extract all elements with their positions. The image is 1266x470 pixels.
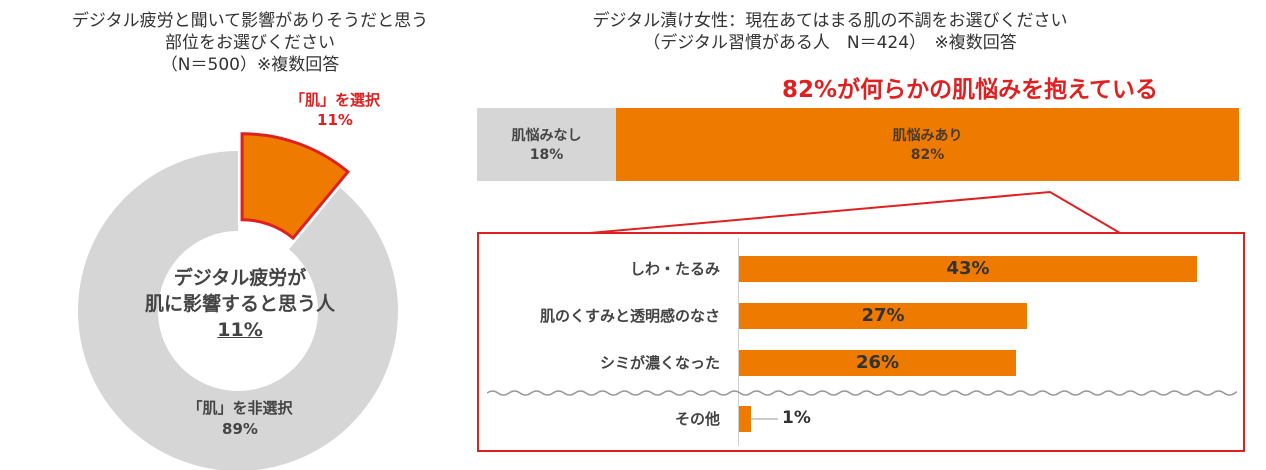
center-line2: 肌に影響すると思う人 bbox=[144, 293, 335, 315]
stack-none-text: 肌悩みなし bbox=[511, 128, 582, 144]
bar-value-dullness: 27% bbox=[861, 305, 905, 326]
nonselected-label: 「肌」を非選択 89% bbox=[120, 398, 360, 440]
bar-value-wrinkles: 43% bbox=[946, 258, 990, 279]
bar-value-spots: 26% bbox=[855, 352, 900, 373]
stack-yes-text: 肌悩みあり bbox=[892, 128, 963, 144]
left-title-line3: （N＝500）※複数回答 bbox=[160, 55, 340, 75]
bar-spots: 26% bbox=[739, 350, 1016, 376]
bar-other bbox=[739, 406, 751, 432]
row-label-other: その他 bbox=[674, 410, 720, 428]
row-label-spots: シミが濃くなった bbox=[599, 354, 720, 372]
stack-yes-label: 肌悩みあり 82% bbox=[616, 108, 1239, 165]
callout-box bbox=[477, 232, 1245, 452]
donut-center-text: デジタル疲労が 肌に影響すると思う人 11% bbox=[120, 265, 360, 343]
axis-break-line bbox=[487, 390, 1237, 396]
row-label-dullness: 肌のくすみと透明感のなさ bbox=[539, 307, 720, 325]
right-title-line1: デジタル漬け女性：現在あてはまる肌の不調をお選びください bbox=[592, 11, 1068, 31]
headline: 82%が何らかの肌悩みを抱えている bbox=[782, 77, 1158, 103]
stack-segment-none: 肌悩みなし 18% bbox=[477, 108, 616, 181]
bar-wrinkles: 43% bbox=[739, 256, 1197, 282]
bar-dullness: 27% bbox=[739, 303, 1027, 329]
nonselected-label-text: 「肌」を非選択 bbox=[187, 399, 293, 417]
nonselected-label-pct: 89% bbox=[222, 420, 258, 438]
donut-slice-nonselected bbox=[78, 151, 398, 470]
left-chart-title: デジタル疲労と聞いて影響がありそうだと思う 部位をお選びください （N＝500）… bbox=[0, 10, 500, 76]
donut-slice-selected bbox=[240, 132, 350, 241]
right-chart-title: デジタル漬け女性：現在あてはまる肌の不調をお選びください （デジタル習慣がある人… bbox=[470, 10, 1190, 54]
stack-none-label: 肌悩みなし 18% bbox=[477, 108, 616, 165]
bar-axis bbox=[738, 238, 739, 446]
center-pct: 11% bbox=[217, 319, 263, 341]
left-title-line2: 部位をお選びください bbox=[165, 33, 335, 53]
selected-label: 「肌」を選択 11% bbox=[270, 90, 400, 130]
center-line1: デジタル疲労が bbox=[173, 267, 307, 289]
donut-chart bbox=[78, 132, 398, 470]
selected-label-text: 「肌」を選択 bbox=[289, 91, 380, 109]
stack-yes-pct: 82% bbox=[910, 147, 945, 163]
left-title-line1: デジタル疲労と聞いて影響がありそうだと思う bbox=[71, 11, 429, 31]
selected-label-pct: 11% bbox=[317, 111, 353, 129]
bar-value-other: 1% bbox=[782, 408, 811, 428]
stack-none-pct: 18% bbox=[529, 147, 564, 163]
right-title-line2: （デジタル習慣がある人 N＝424） ※複数回答 bbox=[643, 33, 1017, 53]
stack-segment-yes: 肌悩みあり 82% bbox=[616, 108, 1239, 181]
row-label-wrinkles: しわ・たるみ bbox=[629, 260, 720, 278]
